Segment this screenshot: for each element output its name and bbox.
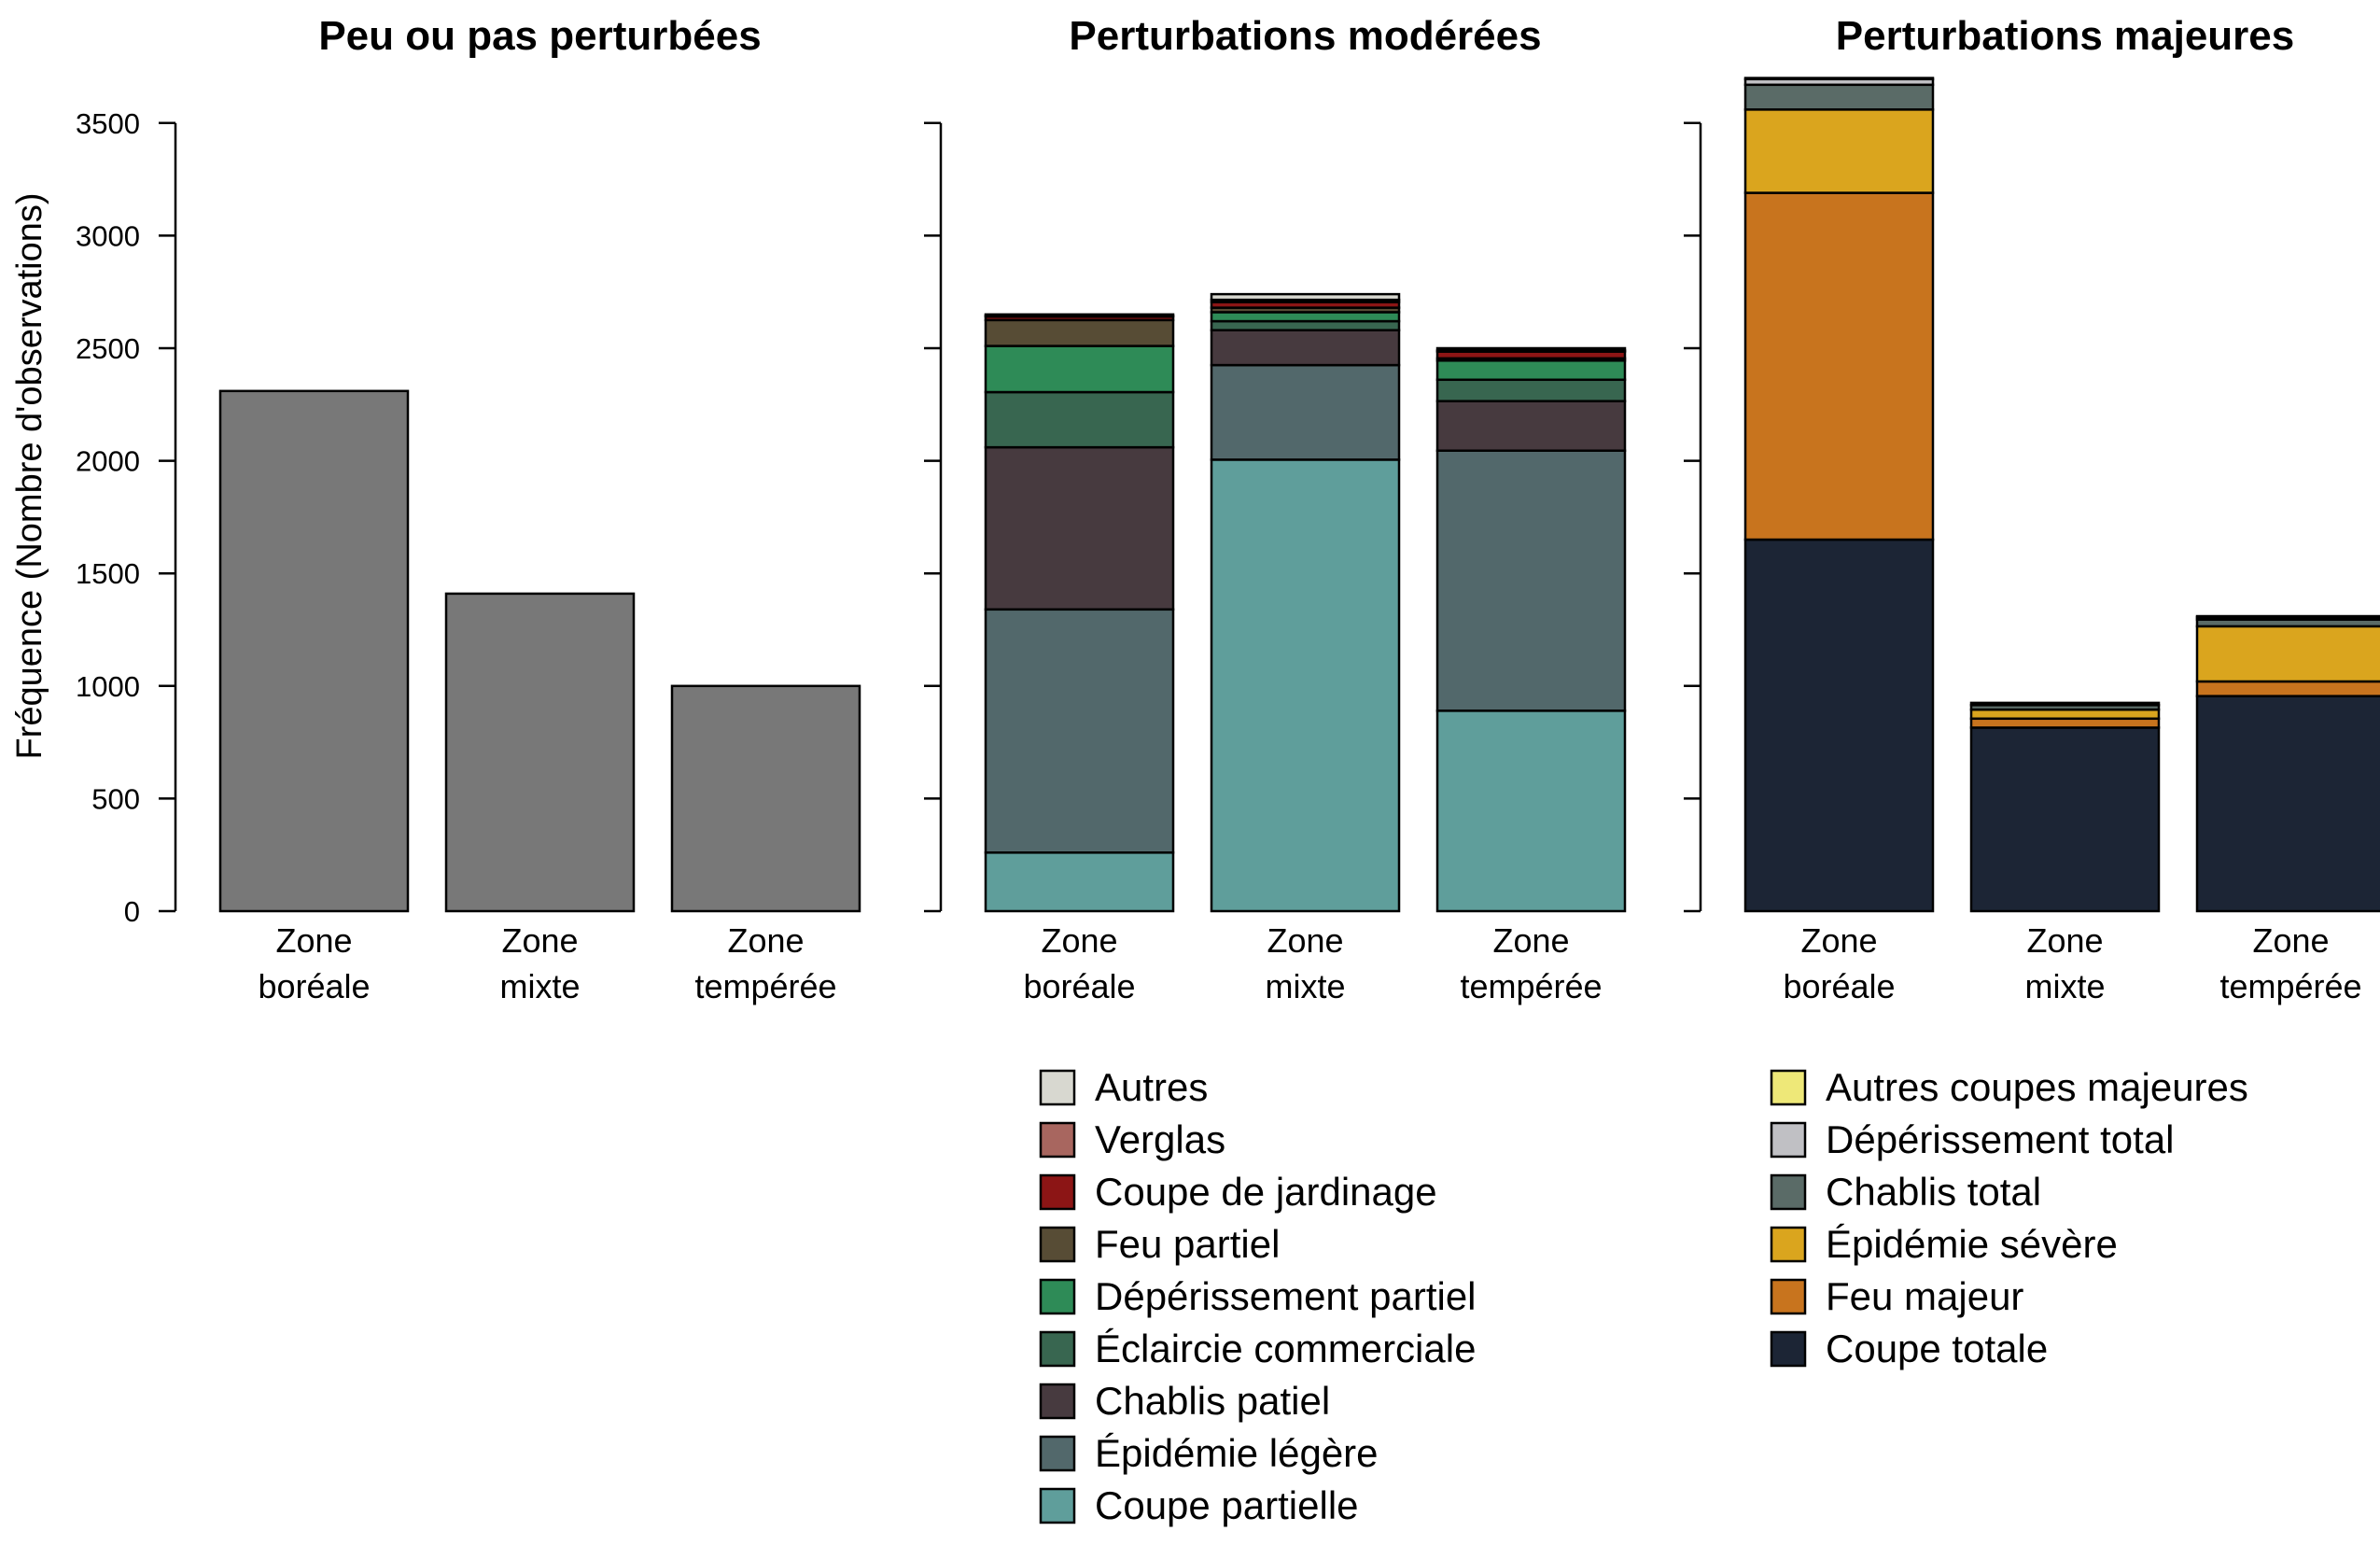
x-label-p2-c1-line2: boréale [1023, 967, 1135, 1005]
legend-label-1-9: Coupe partielle [1095, 1483, 1359, 1527]
bar-p3-c1-s6 [1743, 77, 1935, 81]
bar-p1-c2-s1 [444, 592, 636, 913]
y-tick-label-3500: 3500 [76, 107, 140, 140]
bar-p2-c2-s3 [1210, 329, 1401, 367]
bar-p3-c2-s5 [1969, 701, 2161, 707]
bar-p2-c3-s3 [1435, 400, 1627, 452]
bar-p3-c2-s3 [1969, 708, 2161, 721]
legend-label-1-8: Épidémie légère [1095, 1431, 1379, 1475]
legend-label-1-3: Coupe de jardinage [1095, 1170, 1437, 1214]
x-label-p1-c3-line1: Zone [727, 921, 804, 960]
bar-p3-c3-s3 [2195, 625, 2380, 683]
y-tick-label-2500: 2500 [76, 332, 140, 365]
y-tick-label-0: 0 [124, 895, 140, 928]
y-tick-label-500: 500 [91, 782, 140, 815]
legend-swatch-2-5 [1770, 1278, 1807, 1315]
bar-p3-c3-s2 [2195, 680, 2380, 697]
legend-swatch-2-3 [1770, 1173, 1807, 1211]
legend-swatch-2-1 [1770, 1069, 1807, 1106]
bar-p2-c1-s2 [984, 608, 1175, 854]
x-label-p3-c3-line1: Zone [2252, 921, 2329, 960]
y-axis-title: Fréquence (Nombre d'observations) [10, 192, 49, 759]
panel-title-1: Peu ou pas perturbées [318, 13, 761, 59]
bar-p3-c1-s2 [1743, 191, 1935, 541]
x-label-p2-c3-line2: tempérée [1460, 967, 1602, 1005]
x-label-p2-c1-line1: Zone [1041, 921, 1117, 960]
bar-p1-c3-s1 [670, 684, 861, 913]
legend-swatch-1-8 [1039, 1435, 1076, 1472]
x-label-p3-c2-line1: Zone [2026, 921, 2103, 960]
bar-p2-c1-s5 [984, 344, 1175, 394]
y-tick-label-1000: 1000 [76, 670, 140, 703]
legend-label-2-1: Autres coupes majeures [1826, 1065, 2248, 1109]
bar-p3-c1-s1 [1743, 538, 1935, 913]
x-label-p1-c2-line1: Zone [501, 921, 578, 960]
bar-p2-c2-s9 [1210, 292, 1401, 302]
x-label-p1-c1-line1: Zone [275, 921, 352, 960]
bar-p2-c2-s4 [1210, 319, 1401, 331]
bar-p2-c3-s4 [1435, 378, 1627, 402]
bar-p2-c1-s6 [984, 318, 1175, 347]
x-label-p3-c1-line2: boréale [1783, 967, 1895, 1005]
legend-label-2-6: Coupe totale [1826, 1327, 2048, 1370]
bar-p2-c1-s3 [984, 445, 1175, 611]
legend-swatch-1-9 [1039, 1487, 1076, 1524]
legend-swatch-1-2 [1039, 1121, 1076, 1159]
legend-label-1-6: Éclaircie commerciale [1095, 1327, 1476, 1370]
legend-swatch-1-5 [1039, 1278, 1076, 1315]
bar-p2-c3-s2 [1435, 449, 1627, 712]
x-label-p2-c2-line1: Zone [1267, 921, 1343, 960]
legend-swatch-2-2 [1770, 1121, 1807, 1159]
x-label-p1-c2-line2: mixte [499, 967, 580, 1005]
bar-p3-c3-s6 [2195, 614, 2380, 619]
legend-label-1-1: Autres [1095, 1065, 1208, 1109]
legend-swatch-1-7 [1039, 1383, 1076, 1420]
bar-p3-c1-s4 [1743, 83, 1935, 111]
legend-swatch-1-4 [1039, 1226, 1076, 1263]
bar-p3-c2-s2 [1969, 717, 2161, 729]
legend-swatch-2-6 [1770, 1330, 1807, 1368]
x-label-p1-c1-line2: boréale [258, 967, 370, 1005]
bar-p2-c3-s9 [1435, 346, 1627, 352]
x-label-p2-c2-line2: mixte [1265, 967, 1345, 1005]
bar-p2-c1-s4 [984, 390, 1175, 449]
x-label-p3-c2-line2: mixte [2024, 967, 2105, 1005]
legend-label-1-5: Dépérissement partiel [1095, 1274, 1477, 1318]
bar-p3-c1-s3 [1743, 108, 1935, 194]
bar-p3-c2-s1 [1969, 726, 2161, 913]
legend-label-2-3: Chablis total [1826, 1170, 2041, 1214]
x-label-p2-c3-line1: Zone [1492, 921, 1569, 960]
x-label-p3-c3-line2: tempérée [2219, 967, 2361, 1005]
y-tick-label-2000: 2000 [76, 445, 140, 478]
legend-swatch-1-6 [1039, 1330, 1076, 1368]
panel-title-2: Perturbations modérées [1069, 13, 1541, 59]
bar-p3-c3-s1 [2195, 695, 2380, 913]
legend-swatch-1-1 [1039, 1069, 1076, 1106]
legend-label-2-2: Dépérissement total [1826, 1117, 2175, 1161]
legend-swatch-1-3 [1039, 1173, 1076, 1211]
legend-label-1-2: Verglas [1095, 1117, 1225, 1161]
bar-p1-c1-s1 [218, 389, 410, 913]
y-tick-label-3000: 3000 [76, 219, 140, 252]
bar-p2-c2-s5 [1210, 311, 1401, 323]
legend-label-1-7: Chablis patiel [1095, 1379, 1330, 1423]
bar-p2-c2-s2 [1210, 363, 1401, 461]
legend-label-2-4: Épidémie sévère [1826, 1222, 2118, 1266]
legend-swatch-2-4 [1770, 1226, 1807, 1263]
bar-p2-c3-s1 [1435, 709, 1627, 913]
x-label-p3-c1-line1: Zone [1800, 921, 1877, 960]
bar-p2-c1-s9 [984, 313, 1175, 317]
x-label-p1-c3-line2: tempérée [694, 967, 836, 1005]
y-tick-label-1500: 1500 [76, 557, 140, 590]
legend-label-1-4: Feu partiel [1095, 1222, 1280, 1266]
panel-title-3: Perturbations majeures [1836, 13, 2295, 59]
bar-p2-c3-s5 [1435, 359, 1627, 382]
bar-p2-c2-s1 [1210, 458, 1401, 913]
legend-label-2-5: Feu majeur [1826, 1274, 2023, 1318]
bar-p2-c1-s1 [984, 851, 1175, 913]
